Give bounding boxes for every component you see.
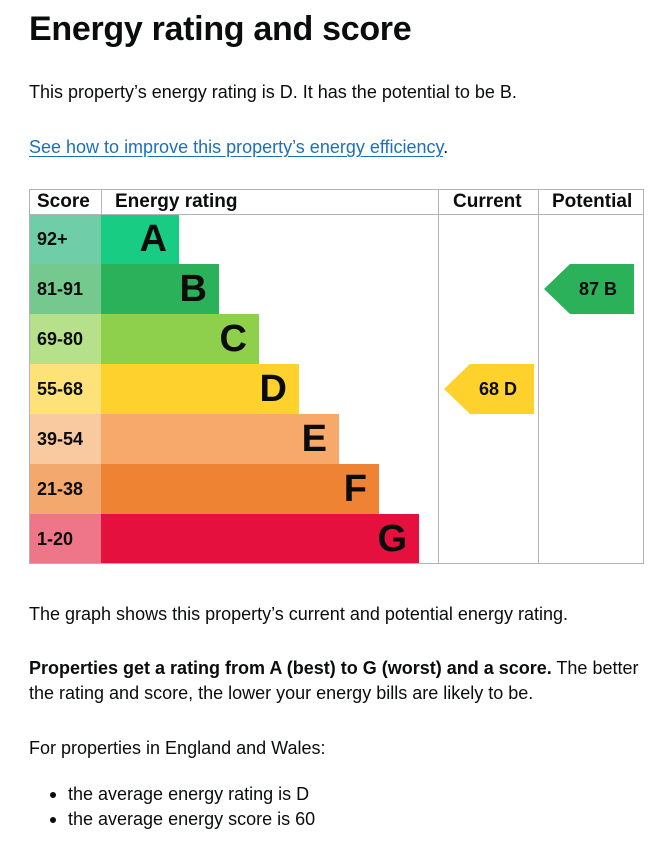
grid-line	[101, 189, 102, 214]
band-a: A	[101, 214, 179, 264]
band-d: D	[101, 364, 299, 414]
averages-list: the average energy rating is D the avera…	[50, 782, 315, 832]
header-energy-rating: Energy rating	[115, 191, 238, 212]
band-c: C	[101, 314, 259, 364]
improve-link-line: See how to improve this property’s energ…	[29, 135, 448, 159]
score-range-c: 69-80	[29, 314, 101, 364]
header-potential: Potential	[552, 191, 633, 212]
list-item: the average energy score is 60	[50, 807, 315, 832]
score-range-b: 81-91	[29, 264, 101, 314]
graph-description: The graph shows this property’s current …	[29, 604, 568, 624]
grid-line	[29, 189, 30, 564]
potential-rating-arrow: 87 B	[544, 264, 634, 314]
energy-rating-chart: Score Energy rating Current Potential 92…	[29, 189, 644, 565]
score-range-d: 55-68	[29, 364, 101, 414]
band-g: G	[101, 514, 419, 564]
grid-line	[29, 563, 644, 564]
england-wales-intro: For properties in England and Wales:	[29, 738, 326, 758]
band-b: B	[101, 264, 219, 314]
header-current: Current	[453, 191, 522, 212]
grid-line	[29, 214, 644, 215]
score-range-g: 1-20	[29, 514, 101, 564]
score-range-e: 39-54	[29, 414, 101, 464]
improve-efficiency-link[interactable]: See how to improve this property’s energ…	[29, 137, 444, 157]
header-score: Score	[37, 191, 90, 212]
grid-line	[29, 189, 644, 190]
rating-explanation-bold: Properties get a rating from A (best) to…	[29, 658, 552, 678]
current-rating-arrow: 68 D	[444, 364, 534, 414]
band-e: E	[101, 414, 339, 464]
score-range-f: 21-38	[29, 464, 101, 514]
score-range-a: 92+	[29, 214, 101, 264]
grid-line	[438, 189, 439, 564]
band-f: F	[101, 464, 379, 514]
rating-explanation-rest: The better the rating and score, the low…	[29, 658, 639, 703]
grid-line	[643, 189, 644, 564]
link-suffix: .	[443, 137, 449, 157]
rating-summary: This property’s energy rating is D. It h…	[29, 82, 517, 102]
rating-explanation: Properties get a rating from A (best) to…	[29, 656, 644, 706]
page-title: Energy rating and score	[29, 10, 412, 48]
grid-line	[538, 189, 539, 564]
list-item: the average energy rating is D	[50, 782, 315, 807]
